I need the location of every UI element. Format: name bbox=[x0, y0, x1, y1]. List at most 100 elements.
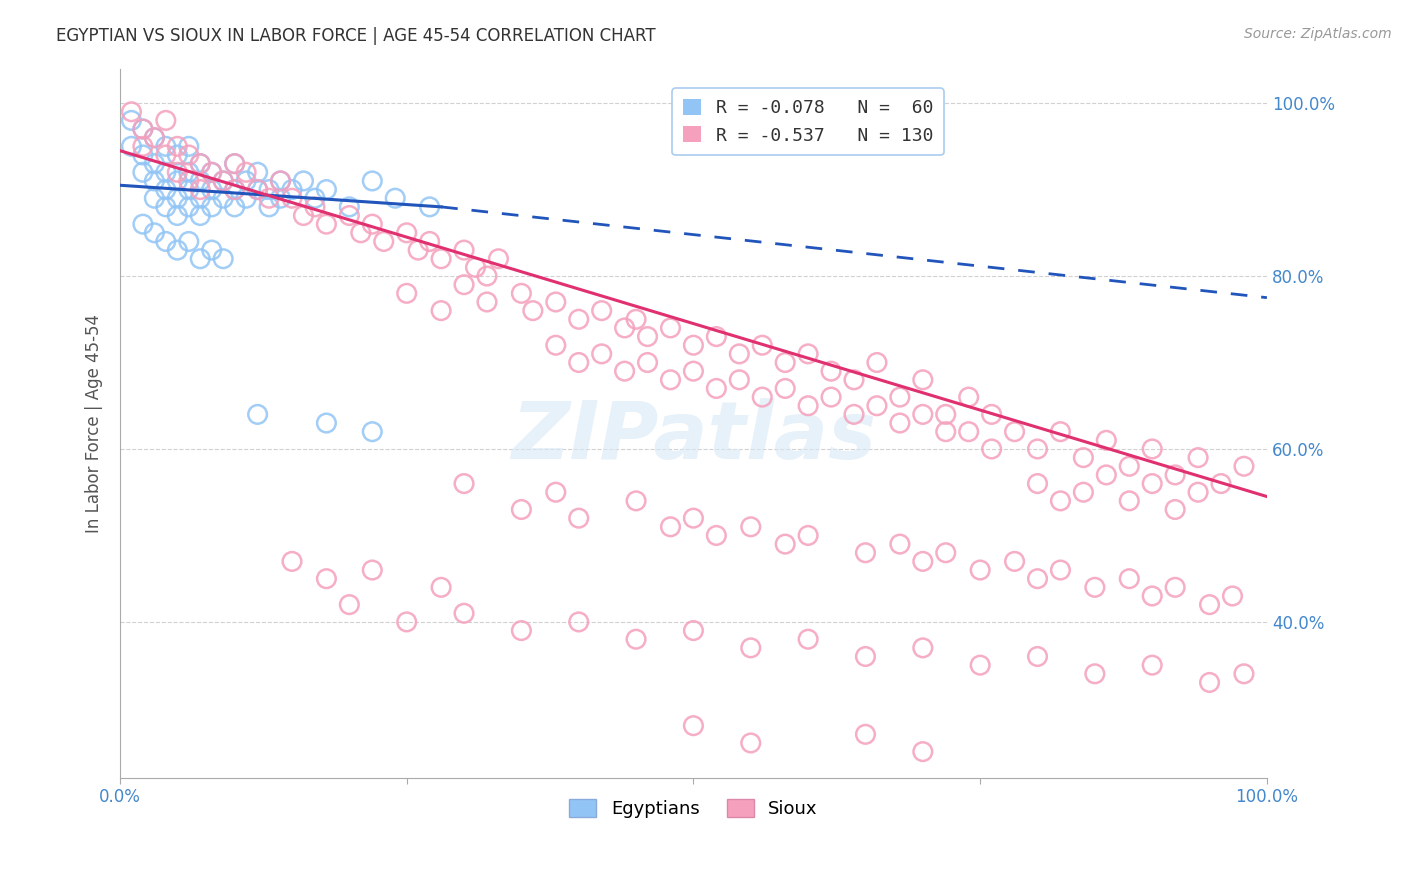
Point bbox=[935, 425, 957, 439]
Point bbox=[797, 347, 820, 361]
Point bbox=[980, 442, 1002, 456]
Point bbox=[510, 624, 533, 638]
Point bbox=[212, 174, 235, 188]
Point bbox=[177, 183, 200, 197]
Point bbox=[957, 425, 980, 439]
Point bbox=[246, 183, 269, 197]
Point bbox=[166, 191, 188, 205]
Point bbox=[143, 130, 166, 145]
Point bbox=[1140, 442, 1163, 456]
Point bbox=[624, 494, 647, 508]
Point bbox=[1049, 494, 1071, 508]
Point bbox=[281, 554, 304, 568]
Point bbox=[177, 235, 200, 249]
Point bbox=[224, 200, 246, 214]
Point bbox=[1198, 675, 1220, 690]
Point bbox=[911, 640, 934, 655]
Point bbox=[740, 736, 762, 750]
Point bbox=[132, 122, 155, 136]
Point bbox=[270, 174, 292, 188]
Point bbox=[1026, 476, 1049, 491]
Point bbox=[1140, 476, 1163, 491]
Point bbox=[1084, 666, 1107, 681]
Point bbox=[188, 156, 211, 170]
Point bbox=[1164, 467, 1187, 482]
Text: ZIPatlas: ZIPatlas bbox=[510, 398, 876, 476]
Point bbox=[728, 373, 751, 387]
Point bbox=[281, 191, 304, 205]
Point bbox=[1084, 580, 1107, 594]
Point bbox=[201, 165, 224, 179]
Point bbox=[522, 303, 544, 318]
Point bbox=[257, 183, 280, 197]
Point bbox=[1026, 649, 1049, 664]
Point bbox=[935, 408, 957, 422]
Point bbox=[957, 390, 980, 404]
Point bbox=[889, 390, 911, 404]
Point bbox=[773, 381, 796, 395]
Point bbox=[510, 286, 533, 301]
Point bbox=[1198, 598, 1220, 612]
Point bbox=[911, 554, 934, 568]
Point bbox=[384, 191, 406, 205]
Point bbox=[246, 165, 269, 179]
Point bbox=[659, 321, 682, 335]
Point bbox=[281, 183, 304, 197]
Point bbox=[373, 235, 395, 249]
Point bbox=[224, 156, 246, 170]
Point bbox=[212, 174, 235, 188]
Point bbox=[224, 156, 246, 170]
Point bbox=[1095, 434, 1118, 448]
Point bbox=[740, 640, 762, 655]
Point bbox=[751, 338, 773, 352]
Point bbox=[935, 546, 957, 560]
Point bbox=[212, 252, 235, 266]
Point bbox=[201, 200, 224, 214]
Point bbox=[177, 200, 200, 214]
Point bbox=[1118, 572, 1140, 586]
Point bbox=[188, 156, 211, 170]
Point bbox=[177, 139, 200, 153]
Point bbox=[155, 200, 177, 214]
Point bbox=[682, 364, 704, 378]
Point bbox=[751, 390, 773, 404]
Point bbox=[591, 303, 613, 318]
Point bbox=[855, 727, 877, 741]
Point bbox=[166, 148, 188, 162]
Point bbox=[1026, 442, 1049, 456]
Point bbox=[361, 217, 384, 231]
Point bbox=[395, 615, 418, 629]
Point bbox=[613, 364, 636, 378]
Point bbox=[143, 191, 166, 205]
Point bbox=[568, 355, 591, 369]
Point bbox=[980, 408, 1002, 422]
Point bbox=[475, 268, 498, 283]
Point bbox=[1187, 450, 1209, 465]
Point bbox=[419, 235, 441, 249]
Point bbox=[1118, 459, 1140, 474]
Point bbox=[188, 209, 211, 223]
Point bbox=[842, 408, 865, 422]
Point bbox=[453, 243, 475, 257]
Point bbox=[866, 355, 889, 369]
Point bbox=[1049, 563, 1071, 577]
Point bbox=[544, 485, 567, 500]
Point bbox=[568, 511, 591, 525]
Point bbox=[842, 373, 865, 387]
Point bbox=[1164, 580, 1187, 594]
Point bbox=[361, 174, 384, 188]
Point bbox=[315, 183, 337, 197]
Point bbox=[166, 243, 188, 257]
Point bbox=[1073, 450, 1095, 465]
Point bbox=[430, 580, 453, 594]
Point bbox=[212, 191, 235, 205]
Point bbox=[682, 719, 704, 733]
Point bbox=[464, 260, 486, 275]
Point bbox=[855, 546, 877, 560]
Y-axis label: In Labor Force | Age 45-54: In Labor Force | Age 45-54 bbox=[86, 314, 103, 533]
Point bbox=[544, 338, 567, 352]
Point bbox=[361, 425, 384, 439]
Point bbox=[637, 355, 659, 369]
Point bbox=[1140, 589, 1163, 603]
Point bbox=[235, 191, 257, 205]
